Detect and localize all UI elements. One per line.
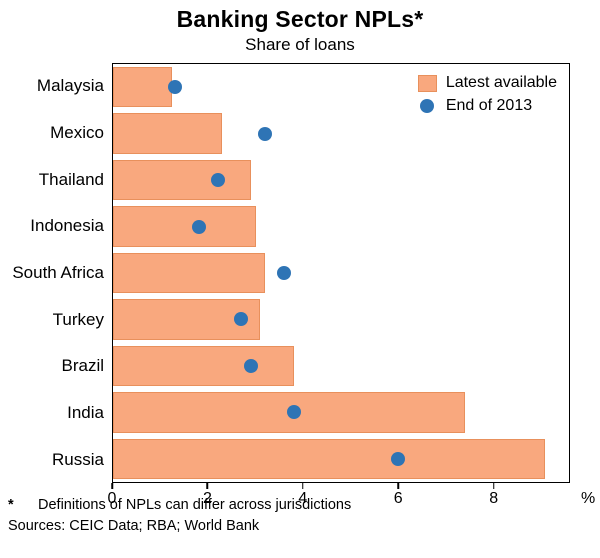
dot-end-of-2013 [210,173,225,188]
x-axis-tick [302,483,304,489]
x-axis-tick [111,483,113,489]
bar-latest-available [113,345,294,387]
legend-bar-swatch [417,74,437,92]
y-axis-label: Indonesia [30,216,104,236]
dot-end-of-2013 [286,405,301,420]
legend: Latest available End of 2013 [417,74,557,115]
x-axis-tick [492,483,495,489]
footnote: * Definitions of NPLs can differ across … [0,497,600,513]
chart-row [113,296,569,342]
y-axis-label: Russia [52,449,104,469]
chart-row [113,436,569,482]
y-axis-label: Brazil [61,356,104,376]
x-axis-tick [206,483,209,489]
dot-end-of-2013 [243,358,258,373]
x-axis-tick [397,483,399,489]
y-axis-label: South Africa [12,263,104,283]
dot-end-of-2013 [277,265,291,280]
bar-latest-available [113,252,265,294]
x-axis-tick-label: 0 [107,490,117,507]
bar-latest-available [113,113,223,154]
legend-dot-swatch [420,99,435,113]
dot-end-of-2013 [257,126,272,141]
x-axis-unit-label: % [581,490,596,507]
chart-title: Banking Sector NPLs* [176,6,424,32]
legend-item-latest-available: Latest available [417,74,557,92]
x-axis: % 0 2 4 6 8 [108,483,595,513]
chart-subtitle: Share of loans [245,35,355,54]
plot-wrap: Latest available End of 2013 % 0 2 4 6 8 [108,63,595,507]
x-axis-tick-label: 4 [298,490,308,507]
chart-row [113,110,569,156]
dot-end-of-2013 [391,451,405,466]
legend-item-end-of-2013: End of 2013 [418,97,557,115]
plot-area: Latest available End of 2013 [112,63,570,483]
y-axis-label: Malaysia [36,76,104,96]
y-axis-label: Turkey [52,309,104,329]
legend-label-latest-available: Latest available [445,74,557,91]
chart-row [113,343,569,389]
chart-row [113,64,569,110]
bar-latest-available [113,206,256,247]
chart-row [113,157,569,203]
footnote-marker: * [8,497,14,513]
y-axis-label: Thailand [38,169,104,189]
chart-row [113,250,569,296]
footnote-text: Definitions of NPLs can differ across ju… [38,497,352,513]
y-axis-label: India [67,403,104,423]
y-axis-labels: Malaysia Mexico Thailand Indonesia South Afr… [0,63,112,483]
dot-end-of-2013 [234,312,249,327]
sources-line: Sources: CEIC Data; RBA; World Bank [8,518,260,534]
bar-latest-available [113,67,173,108]
bar-latest-available [113,159,251,201]
chart-row [113,389,569,435]
chart-row [113,203,569,249]
legend-label-end-of-2013: End of 2013 [445,97,533,114]
bar-latest-available [113,438,546,479]
chart-body: Malaysia Mexico Thailand Indonesia South Afr… [0,63,600,507]
dot-end-of-2013 [191,219,206,234]
x-axis-tick-label: 2 [202,490,212,507]
x-axis-tick-label: 6 [393,490,403,507]
y-axis-label: Mexico [50,123,104,142]
dot-end-of-2013 [167,80,182,95]
x-axis-tick-label: 8 [489,490,499,507]
